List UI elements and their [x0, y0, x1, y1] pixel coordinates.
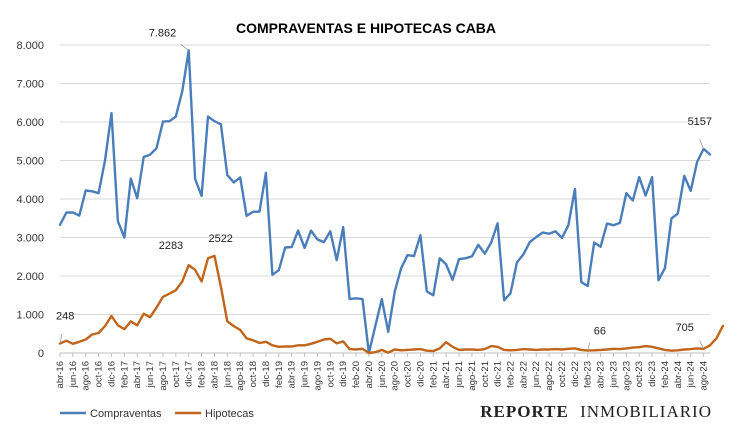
x-tick-label: dic-22: [570, 361, 581, 387]
x-tick-label: feb-21: [428, 361, 439, 388]
x-tick-label: feb-18: [197, 361, 208, 388]
y-tick-label: 0: [38, 348, 44, 360]
x-tick-label: abr-16: [55, 361, 66, 388]
x-tick-label: feb-19: [274, 361, 285, 388]
x-tick-label: ago-24: [699, 361, 710, 391]
x-tick-label: jun-16: [68, 361, 79, 388]
x-tick-label: jun-20: [377, 361, 388, 388]
y-tick-label: 2.000: [16, 271, 44, 283]
x-tick-label: dic-16: [106, 361, 117, 387]
x-tick-label: feb-24: [660, 361, 671, 388]
legend-label-hipotecas: Hipotecas: [205, 408, 254, 420]
x-tick-label: feb-23: [583, 361, 594, 388]
x-tick-label: oct-22: [557, 361, 568, 387]
y-tick-label: 6.000: [16, 117, 44, 129]
x-tick-label: jun-23: [608, 361, 619, 388]
y-tick-label: 4.000: [16, 194, 44, 206]
x-tick-label: jun-18: [222, 361, 233, 388]
x-tick-label: jun-19: [300, 361, 311, 388]
brand-part2: INMOBILIARIO: [580, 402, 712, 421]
x-tick-label: ago-16: [81, 361, 92, 391]
x-tick-label: dic-23: [647, 361, 658, 387]
annotation-leader: [699, 340, 704, 349]
x-tick-label: feb-20: [351, 361, 362, 388]
x-tick-label: abr-17: [132, 361, 143, 388]
x-tick-label: jun-17: [145, 361, 156, 388]
x-tick-label: feb-22: [505, 361, 516, 388]
x-tick-label: oct-17: [171, 361, 182, 387]
x-tick-label: abr-24: [673, 361, 684, 388]
annotation-label: 5157: [688, 116, 712, 128]
x-tick-label: ago-20: [390, 361, 401, 391]
x-tick-label: ago-19: [312, 361, 323, 391]
x-tick-label: abr-21: [441, 361, 452, 388]
x-tick-label: abr-20: [364, 361, 375, 388]
x-tick-label: jun-22: [531, 361, 542, 388]
legend: Compraventas Hipotecas: [60, 408, 254, 420]
x-tick-label: abr-19: [287, 361, 298, 388]
x-tick-label: dic-19: [338, 361, 349, 387]
x-tick-label: ago-23: [621, 361, 632, 391]
brand-part1: REPORTE: [480, 402, 569, 421]
x-tick-label: oct-16: [94, 361, 105, 387]
annotation-label: 2522: [208, 233, 232, 245]
x-tick-label: jun-21: [454, 361, 465, 388]
x-tick-label: abr-18: [209, 361, 220, 388]
brand-logo: REPORTE INMOBILIARIO: [480, 402, 712, 421]
x-tick-label: ago-21: [467, 361, 478, 391]
legend-label-compraventas: Compraventas: [90, 408, 162, 420]
y-tick-label: 1.000: [16, 310, 44, 322]
x-tick-label: oct-19: [325, 361, 336, 387]
x-tick-label: oct-21: [480, 361, 491, 387]
annotation-label: 705: [676, 322, 694, 334]
y-tick-label: 3.000: [16, 233, 44, 245]
y-axis-ticks: 0 1.000 2.000 3.000 4.000 5.000 6.000 7.000 8.00…: [16, 40, 44, 360]
annotation-leader: [180, 43, 189, 51]
x-tick-label: dic-20: [415, 361, 426, 387]
data-annotations: 7.862 5157 248 2283 2522 66 705: [56, 27, 712, 351]
x-tick-label: oct-18: [248, 361, 259, 387]
annotation-label: 7.862: [149, 27, 177, 39]
x-tick-label: ago-22: [544, 361, 555, 391]
x-axis-ticks: abr-16 jun-16 ago-16 oct-16 dic-16 feb-17 abr-…: [55, 353, 710, 391]
chart-title: COMPRAVENTAS E HIPOTECAS CABA: [236, 20, 496, 36]
x-tick-label: dic-17: [184, 361, 195, 387]
x-tick-label: abr-23: [596, 361, 607, 388]
y-tick-label: 5.000: [16, 156, 44, 168]
x-tick-label: abr-22: [518, 361, 529, 388]
series-line-hipotecas: [58, 254, 725, 355]
series-lines: [58, 49, 725, 355]
x-tick-label: jun-24: [686, 361, 697, 388]
annotation-label: 2283: [159, 240, 183, 252]
x-tick-label: oct-20: [403, 361, 414, 387]
x-tick-label: dic-21: [493, 361, 504, 387]
x-tick-label: ago-18: [235, 361, 246, 391]
x-tick-label: feb-17: [119, 361, 130, 388]
annotation-leader: [59, 333, 63, 344]
y-tick-label: 8.000: [16, 40, 44, 52]
series-line-compraventas: [58, 49, 712, 355]
annotation-label: 66: [594, 325, 606, 337]
y-tick-label: 7.000: [16, 79, 44, 91]
annotation-leader: [587, 342, 591, 351]
x-tick-label: oct-23: [634, 361, 645, 387]
x-tick-label: ago-17: [158, 361, 169, 391]
x-tick-label: dic-18: [261, 361, 272, 387]
annotation-leader: [699, 138, 704, 150]
annotation-label: 248: [56, 310, 74, 322]
